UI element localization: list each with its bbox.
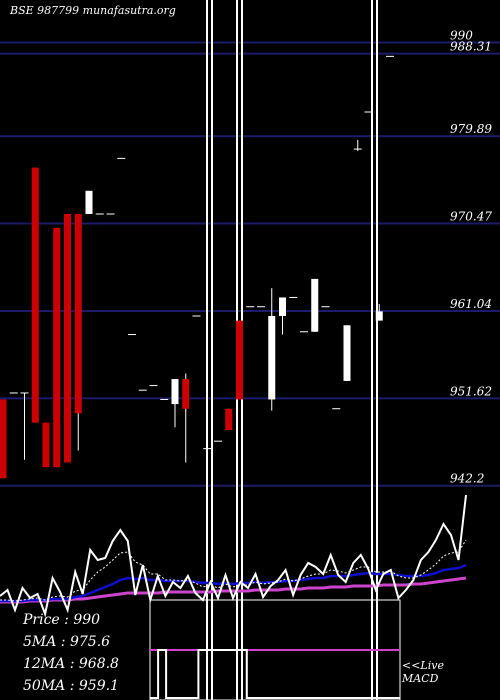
macd-long-line bbox=[0, 563, 467, 603]
y-tick-label: 988.31 bbox=[450, 40, 492, 54]
candle-body bbox=[236, 320, 243, 400]
candle-body bbox=[182, 379, 190, 409]
candle bbox=[375, 303, 383, 321]
macd-legend: <<Live MACD bbox=[402, 659, 444, 685]
candle bbox=[171, 379, 179, 428]
macd-signal-step bbox=[150, 649, 400, 699]
candle bbox=[20, 392, 29, 460]
candle bbox=[64, 214, 71, 463]
macd-panel bbox=[0, 494, 467, 700]
exchange-label: BSE bbox=[10, 4, 34, 17]
candle bbox=[85, 190, 93, 214]
y-tick-label: 970.47 bbox=[450, 210, 492, 224]
candle bbox=[353, 139, 362, 151]
candle-body bbox=[85, 190, 93, 214]
candle bbox=[31, 167, 39, 423]
candle-body bbox=[42, 422, 50, 468]
candle bbox=[182, 373, 190, 463]
candle bbox=[53, 227, 61, 468]
candle bbox=[279, 297, 286, 335]
y-tick-label: 961.04 bbox=[450, 297, 492, 311]
macd-label: MACD bbox=[402, 672, 439, 685]
gridlines bbox=[0, 41, 500, 487]
macd-slow-line bbox=[0, 576, 467, 604]
candle-body bbox=[0, 399, 7, 479]
macd-short-line bbox=[0, 539, 467, 602]
ma12-stat: 12MA : 968.8 bbox=[23, 656, 119, 672]
ma50-stat: 50MA : 959.1 bbox=[23, 678, 119, 694]
y-tick-label: 979.89 bbox=[450, 122, 492, 136]
ma5-stat: 5MA : 975.6 bbox=[23, 634, 111, 650]
candle-body bbox=[74, 214, 82, 414]
y-tick-label: 942.2 bbox=[450, 472, 484, 486]
y-tick-label: 990 bbox=[450, 28, 473, 42]
chart-header: BSE 987799 munafasutra.org bbox=[10, 4, 176, 17]
candle bbox=[0, 399, 7, 479]
candle-body bbox=[171, 379, 179, 405]
candle-body bbox=[31, 167, 39, 423]
y-tick-label: 951.62 bbox=[450, 384, 492, 398]
candle-body bbox=[375, 311, 383, 321]
candle-body bbox=[225, 408, 233, 431]
stats-panel: Price : 990 5MA : 975.6 12MA : 968.8 50M… bbox=[23, 609, 119, 697]
candle-body bbox=[64, 214, 71, 463]
candle bbox=[74, 214, 82, 451]
candle bbox=[311, 278, 319, 332]
candlesticks bbox=[0, 55, 394, 479]
price-stat: Price : 990 bbox=[23, 612, 101, 628]
candle bbox=[236, 320, 243, 400]
candle bbox=[42, 422, 50, 468]
candle-body bbox=[268, 316, 276, 400]
candle-body bbox=[279, 297, 286, 316]
candle bbox=[343, 325, 351, 381]
live-label: <<Live bbox=[402, 659, 444, 672]
macd-price-line bbox=[0, 494, 467, 618]
stock-code: 987799 bbox=[37, 4, 80, 17]
candle bbox=[268, 288, 276, 411]
site-name: munafasutra.org bbox=[82, 4, 176, 17]
candle-body bbox=[311, 278, 319, 332]
candle bbox=[225, 408, 233, 431]
candle-body bbox=[53, 227, 61, 468]
candle-body bbox=[343, 325, 351, 381]
